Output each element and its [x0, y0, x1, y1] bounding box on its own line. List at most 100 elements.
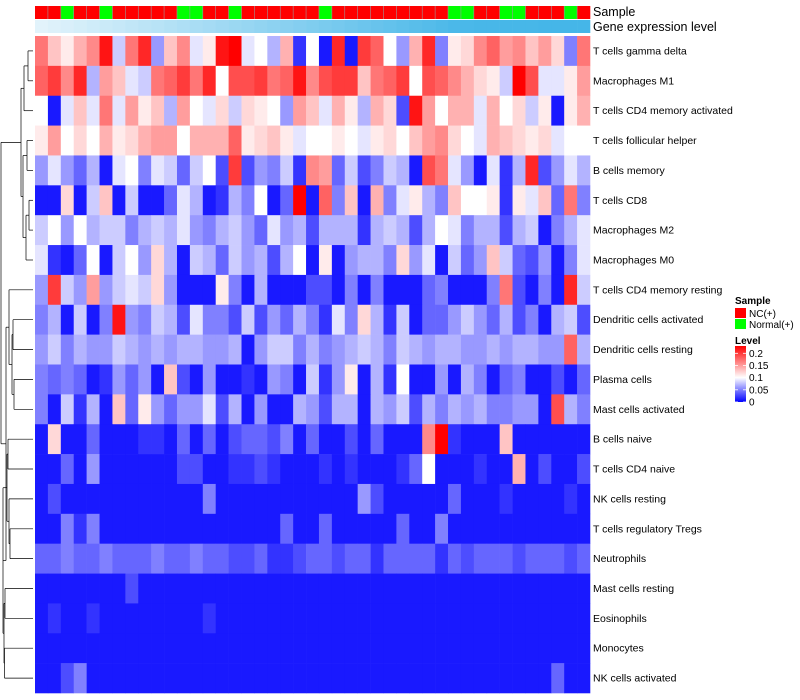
heatmap-cell [473, 394, 488, 425]
heatmap-cell [564, 394, 578, 425]
heatmap-cell [60, 245, 75, 276]
heatmap-cell [577, 304, 591, 335]
heatmap-cell [60, 633, 75, 664]
heatmap-cell [409, 424, 423, 455]
heatmap-cell [525, 304, 539, 335]
heatmap-cell [138, 65, 152, 97]
heatmap-cell [35, 663, 49, 694]
heatmap-cell [512, 424, 526, 455]
heatmap-cell [228, 424, 242, 455]
heatmap-cell [551, 633, 565, 664]
heatmap-cell [370, 633, 384, 664]
heatmap-cell [318, 36, 333, 67]
heatmap-cell [409, 633, 423, 664]
heatmap-cell [357, 483, 371, 515]
heatmap-cell [435, 245, 449, 276]
heatmap-cell [267, 185, 281, 216]
heatmap-cell [202, 603, 216, 634]
heatmap-cell [499, 65, 513, 97]
heatmap-cell [293, 543, 307, 574]
heatmap-cell [99, 334, 113, 365]
heatmap-cell [499, 424, 513, 455]
heatmap-cell [525, 483, 539, 515]
heatmap-cell [499, 304, 513, 335]
heatmap-cell [512, 513, 526, 544]
heatmap-cell [383, 304, 397, 335]
heatmap-cell [47, 274, 62, 306]
heatmap-cell [422, 603, 436, 634]
heatmap-cell [35, 573, 49, 604]
heatmap-cell [448, 185, 462, 216]
heatmap-cell [318, 483, 333, 515]
heatmap-cell [525, 95, 539, 126]
heatmap-cell [435, 215, 449, 246]
heatmap-cell [73, 185, 87, 216]
heatmap-cell [409, 483, 423, 515]
heatmap-cell [202, 513, 216, 544]
heatmap-cell [318, 603, 333, 634]
heatmap-cell [267, 513, 281, 544]
sample-annotation-cell [306, 6, 320, 19]
heatmap-cell [280, 125, 294, 156]
heatmap-cell [435, 274, 449, 306]
heatmap-cell [164, 483, 178, 515]
row-dendrogram [0, 50, 33, 679]
gene-expression-annotation-cell [435, 20, 449, 33]
heatmap-cell [422, 95, 436, 126]
gene-expression-annotation-cell [112, 20, 126, 33]
heatmap-cell [577, 364, 591, 395]
heatmap-cell [112, 65, 126, 97]
heatmap-cell [460, 65, 475, 97]
heatmap-cell [551, 245, 565, 276]
row-label: Macrophages M2 [593, 225, 674, 237]
heatmap-cell [293, 245, 307, 276]
heatmap-cell [512, 603, 526, 634]
heatmap-cell [473, 245, 488, 276]
heatmap-cell [86, 543, 100, 574]
heatmap-cell [138, 543, 152, 574]
heatmap-cell [460, 334, 475, 365]
heatmap-cell [577, 603, 591, 634]
heatmap-cell [280, 454, 294, 485]
heatmap-cell [306, 125, 320, 156]
heatmap-cell [357, 245, 371, 276]
heatmap-cell [396, 245, 410, 276]
heatmap-cell [306, 454, 320, 485]
heatmap-cell [538, 125, 552, 156]
heatmap-cell [280, 65, 294, 97]
heatmap-cell [151, 483, 165, 515]
heatmap-cell [538, 334, 552, 365]
heatmap-cell [151, 513, 165, 544]
heatmap-cell [435, 334, 449, 365]
heatmap-cell [189, 573, 204, 604]
heatmap-cell [344, 454, 358, 485]
heatmap-cell [241, 245, 255, 276]
heatmap-cell [538, 603, 552, 634]
heatmap-cell [512, 155, 526, 186]
heatmap-cell [99, 483, 113, 515]
heatmap-cell [460, 215, 475, 246]
heatmap-cell [435, 364, 449, 395]
heatmap-cell [422, 633, 436, 664]
heatmap-cell [383, 36, 397, 67]
heatmap-cell [448, 36, 462, 67]
heatmap-cell [151, 215, 165, 246]
heatmap-cell [357, 424, 371, 455]
heatmap-cell [164, 513, 178, 544]
heatmap-cell [370, 274, 384, 306]
sample-annotation-cell [60, 6, 75, 19]
heatmap-cell [344, 543, 358, 574]
heatmap-cell [525, 185, 539, 216]
heatmap-cell [409, 215, 423, 246]
heatmap-cell [396, 573, 410, 604]
heatmap-cell [383, 65, 397, 97]
legend-label-nc: NC(+) [749, 309, 776, 320]
heatmap-cell [267, 155, 281, 186]
heatmap-cell [538, 573, 552, 604]
legend-tick-label: 0.1 [749, 373, 763, 384]
heatmap-cell [318, 573, 333, 604]
gene-expression-annotation-bar [35, 20, 591, 33]
heatmap-cell [267, 245, 281, 276]
heatmap-cell [499, 454, 513, 485]
heatmap-cell [125, 215, 139, 246]
